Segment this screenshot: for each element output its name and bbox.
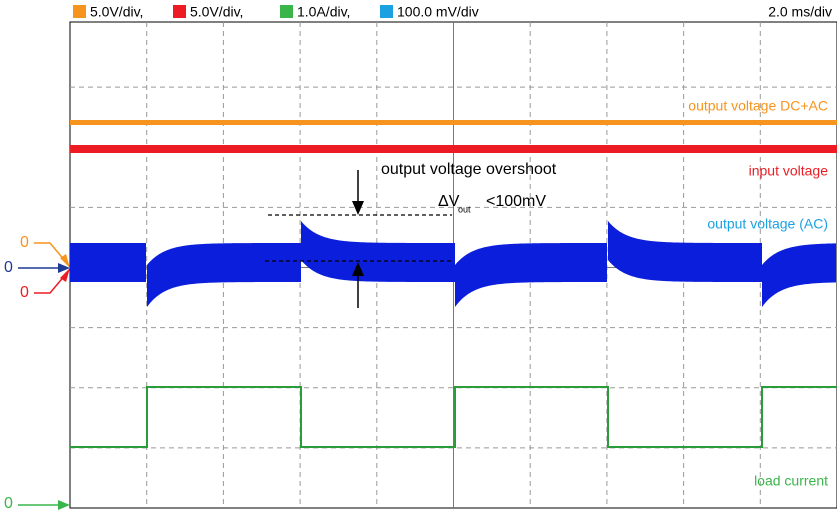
legend-swatch bbox=[280, 5, 293, 18]
trace-label: load current bbox=[754, 473, 828, 489]
waveforms bbox=[70, 120, 837, 448]
ground-marker: 0 bbox=[20, 234, 29, 251]
arrow-head bbox=[352, 262, 364, 276]
annotation: <100mV bbox=[486, 193, 546, 210]
annotation: ΔV bbox=[438, 193, 460, 210]
trace-output-ac bbox=[301, 221, 455, 282]
scale-label: 5.0V/div, bbox=[90, 4, 143, 20]
trace-output-dc-ac bbox=[70, 120, 837, 125]
scale-label: 100.0 mV/div bbox=[397, 4, 479, 20]
trace-output-ac bbox=[147, 243, 301, 307]
marker-arrow-head bbox=[58, 500, 70, 510]
legend-swatch bbox=[173, 5, 186, 18]
timebase-label: 2.0 ms/div bbox=[768, 4, 832, 20]
trace-output-ac bbox=[455, 243, 607, 307]
ground-marker: 0 bbox=[4, 495, 13, 512]
marker-arrow-head bbox=[60, 268, 70, 282]
legend-swatch bbox=[380, 5, 393, 18]
marker-arrow-head bbox=[60, 254, 70, 268]
trace-input bbox=[70, 145, 837, 153]
scale-label: 5.0V/div, bbox=[190, 4, 243, 20]
marker-arrow bbox=[34, 242, 67, 263]
ground-marker: 0 bbox=[20, 284, 29, 301]
marker-arrow-head bbox=[58, 263, 70, 273]
trace-output-ac bbox=[608, 221, 762, 282]
trace-label: output voltage DC+AC bbox=[688, 98, 828, 114]
annotation-subscript: out bbox=[458, 204, 471, 214]
arrow-head bbox=[352, 201, 364, 215]
scale-label: 1.0A/div, bbox=[297, 4, 350, 20]
trace-output-ac bbox=[762, 243, 836, 307]
trace-output-ac bbox=[70, 243, 146, 282]
legend-swatch bbox=[73, 5, 86, 18]
trace-label: input voltage bbox=[749, 163, 829, 179]
annotation: output voltage overshoot bbox=[381, 161, 557, 178]
marker-arrow bbox=[34, 273, 67, 294]
trace-label: output voltage (AC) bbox=[707, 216, 828, 232]
trace-load bbox=[70, 386, 837, 448]
ground-marker: 0 bbox=[4, 259, 13, 276]
